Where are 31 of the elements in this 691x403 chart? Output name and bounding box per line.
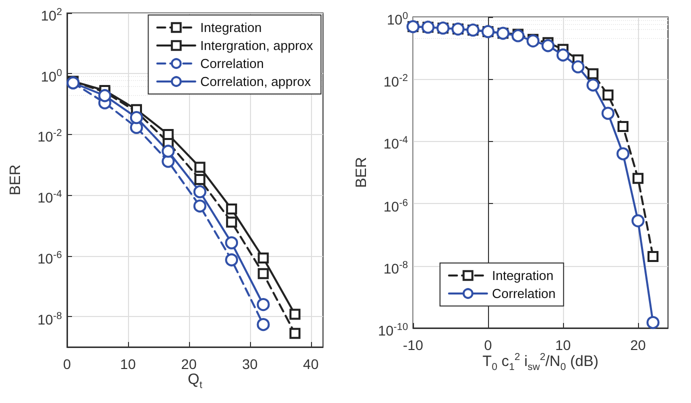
y-tick-label: 10$^{-4}$: [38, 188, 62, 207]
x-tick-label: 20: [181, 356, 197, 372]
text: T$_{0}$ c$_{1}$$^{2}$ i$_{sw}$$^{2}$/N$_{0}$ (dB): [482, 352, 598, 373]
y-tick-label: 10$^{-6}$: [38, 248, 62, 268]
y-tick-label: 10$^{-8}$: [38, 310, 62, 328]
x-tick-label: 30: [242, 356, 258, 372]
y-tick-label: 10$^{-2}$: [384, 72, 408, 91]
x-tick-label: 40: [303, 356, 319, 372]
y-tick-label: 10$^{0}$: [40, 66, 62, 86]
legend-label: Correlation, approx: [200, 74, 312, 89]
x-axis-title: Q$_{t}$: [186, 371, 204, 391]
legend-label: Intergration, approx: [200, 38, 314, 53]
x-tick-label: 0: [484, 337, 492, 353]
x-tick-label: -10: [402, 337, 424, 353]
y-tick-label: 10$^{-10}$: [378, 322, 408, 339]
legend-label: Integration: [492, 268, 554, 283]
legend-label: Integration: [200, 20, 262, 35]
y-tick-label: 10$^{0}$: [386, 10, 408, 29]
y-axis-title: BER: [7, 164, 24, 196]
x-tick-label: 20: [630, 337, 646, 353]
x-tick-label: 0: [63, 356, 72, 372]
y-tick-label: 10$^{-2}$: [38, 127, 62, 146]
legend-label: Correlation: [200, 56, 264, 71]
legend-label: Correlation: [492, 286, 556, 301]
x-tick-label: 10: [555, 337, 571, 353]
y-tick-label: 10$^{-8}$: [384, 258, 408, 278]
x-tick-label: 10: [120, 356, 136, 372]
y-tick-label: 10$^{-6}$: [384, 196, 408, 216]
y-tick-label: 10$^{2}$: [40, 6, 62, 25]
y-tick-label: 10$^{-4}$: [384, 134, 408, 154]
y-axis-title: BER: [353, 156, 370, 188]
